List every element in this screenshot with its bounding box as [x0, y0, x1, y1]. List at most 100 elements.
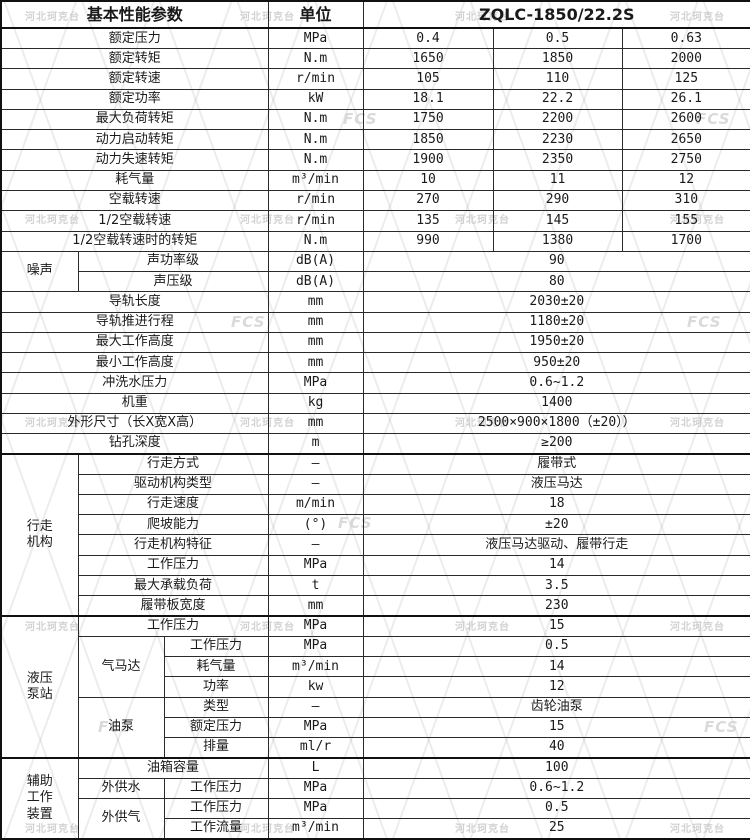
- table-row: 额定压力 MPa 0.4 0.5 0.63: [0, 27, 750, 50]
- table-row: 工作压力 MPa 14: [1, 554, 750, 577]
- param-name-cell: 1/2空载转速时的转矩: [0, 230, 269, 252]
- param-name-cell: 动力失速转矩: [0, 149, 269, 171]
- table-row: 辅助 工作 装置 油箱容量 L 100: [0, 756, 750, 840]
- table-row: 导轨长度 mm 2030±20: [0, 291, 750, 313]
- unit-cell: MPa: [267, 635, 364, 658]
- value-cell: 14: [362, 656, 750, 678]
- value-cell: 15: [362, 615, 750, 637]
- value-cell: 105: [362, 68, 494, 90]
- value-cell: 1650: [362, 48, 494, 70]
- param-name-cell: 最大工作高度: [0, 331, 269, 354]
- value-cell: 1380: [492, 230, 623, 252]
- unit-cell: —: [267, 452, 364, 475]
- table-row: 最小工作高度 mm 950±20: [0, 352, 750, 374]
- unit-cell: kw: [267, 676, 364, 698]
- value-cell: 1400: [362, 392, 750, 414]
- param-name-cell: 导轨长度: [0, 291, 269, 313]
- value-cell: 110: [492, 68, 623, 90]
- value-cell: 2500×900×1800（±20））: [362, 412, 750, 435]
- unit-cell: m³/min: [267, 656, 364, 678]
- unit-cell: mm: [267, 331, 364, 354]
- value-cell: 1850: [362, 129, 494, 151]
- param-name-cell: 声功率级: [77, 250, 269, 273]
- param-name-cell: 空载转速: [0, 189, 269, 212]
- param-name-cell: 类型: [163, 696, 269, 718]
- param-name-cell: 额定压力: [163, 716, 269, 739]
- unit-cell: MPa: [267, 372, 364, 394]
- unit-cell: (°): [267, 514, 364, 536]
- table-row: 额定转矩 N.m 1650 1850 2000: [0, 48, 750, 70]
- param-name-cell: 履带板宽度: [77, 595, 269, 617]
- param-name-cell: 行走方式: [77, 452, 269, 475]
- table-row: 最大承载负荷 t 3.5: [1, 575, 750, 597]
- value-cell: 2030±20: [362, 291, 750, 313]
- param-name-cell: 额定压力: [0, 27, 269, 50]
- param-name-cell: 排量: [163, 737, 269, 759]
- table-row: 冲洗水压力 MPa 0.6~1.2: [0, 372, 750, 394]
- value-cell: 2000: [621, 48, 750, 70]
- unit-cell: mm: [267, 311, 364, 333]
- value-cell: 950±20: [362, 352, 750, 374]
- unit-cell: m³/min: [267, 818, 364, 840]
- unit-cell: kg: [267, 392, 364, 414]
- table-row: 钻孔深度 m ≥200: [0, 433, 750, 455]
- header-parameters: 基本性能参数: [0, 0, 269, 29]
- param-name-cell: 驱动机构类型: [77, 473, 269, 495]
- value-cell: 0.63: [621, 27, 750, 50]
- unit-cell: kW: [267, 88, 364, 110]
- value-cell: 0.5: [492, 27, 623, 50]
- unit-cell: r/min: [267, 210, 364, 232]
- table-header-row: 基本性能参数 单位 ZQLC-1850/22.2S: [0, 0, 750, 29]
- value-cell: 齿轮油泵: [362, 696, 750, 718]
- table-row: 额定压力 MPa 15: [1, 716, 750, 739]
- value-cell: 90: [362, 250, 750, 273]
- group-label-cell: 液压 泵站: [0, 615, 79, 759]
- value-cell: 40: [362, 737, 750, 759]
- value-cell: 0.5: [362, 797, 750, 820]
- unit-cell: MPa: [267, 554, 364, 577]
- value-cell: 14: [362, 554, 750, 577]
- unit-cell: MPa: [267, 615, 364, 637]
- value-cell: 290: [492, 189, 623, 212]
- param-name-cell: 工作流量: [163, 818, 269, 840]
- table-row: 油泵 类型 — 齿轮油泵: [1, 696, 750, 759]
- header-model: ZQLC-1850/22.2S: [362, 0, 750, 29]
- unit-cell: m³/min: [267, 169, 364, 191]
- table-row: 动力失速转矩 N.m 1900 2350 2750: [0, 149, 750, 171]
- value-cell: 22.2: [492, 88, 623, 110]
- group-label-cell: 辅助 工作 装置: [0, 756, 79, 840]
- unit-cell: —: [267, 473, 364, 495]
- value-cell: 2200: [492, 108, 623, 131]
- table-row: 空载转速 r/min 270 290 310: [0, 189, 750, 212]
- value-cell: 2230: [492, 129, 623, 151]
- param-name-cell: 耗气量: [0, 169, 269, 191]
- value-cell: 液压马达: [362, 473, 750, 495]
- table-row: 动力启动转矩 N.m 1850 2230 2650: [0, 129, 750, 151]
- value-cell: 125: [621, 68, 750, 90]
- value-cell: 2350: [492, 149, 623, 171]
- param-name-cell: 动力启动转矩: [0, 129, 269, 151]
- param-name-cell: 爬坡能力: [77, 514, 269, 536]
- value-cell: 履带式: [362, 452, 750, 475]
- table-row: 气马达 工作压力 MPa 0.5: [1, 635, 750, 698]
- unit-cell: N.m: [267, 149, 364, 171]
- subgroup-label-cell: 油泵: [77, 696, 165, 759]
- unit-cell: N.m: [267, 230, 364, 252]
- param-name-cell: 工作压力: [163, 777, 269, 799]
- param-name-cell: 外形尺寸（长X宽X高）: [0, 412, 269, 435]
- param-name-cell: 冲洗水压力: [0, 372, 269, 394]
- value-cell: 0.6~1.2: [362, 372, 750, 394]
- subgroup-label-cell: 外供气: [77, 797, 165, 840]
- table-row: 最大工作高度 mm 1950±20: [0, 331, 750, 354]
- param-name-cell: 行走机构特征: [77, 534, 269, 556]
- unit-cell: —: [267, 534, 364, 556]
- value-cell: 11: [492, 169, 623, 191]
- subgroup-label-cell: 外供水: [77, 777, 165, 799]
- unit-cell: MPa: [267, 777, 364, 799]
- value-cell: 10: [362, 169, 494, 191]
- param-name-cell: 声压级: [77, 271, 269, 293]
- value-cell: 270: [362, 189, 494, 212]
- unit-cell: mm: [267, 291, 364, 313]
- param-name-cell: 机重: [0, 392, 269, 414]
